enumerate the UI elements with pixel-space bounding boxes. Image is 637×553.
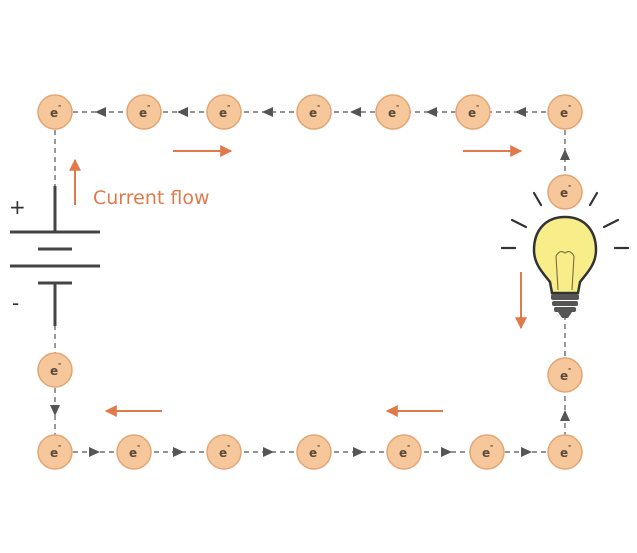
electron-icon: e- [375, 94, 411, 130]
svg-text:-: - [227, 441, 230, 450]
arrow-icon [50, 405, 60, 416]
electron-icon: e- [296, 94, 332, 130]
arrow-icon [350, 107, 361, 117]
arrow-icon [89, 447, 100, 457]
svg-text:e: e [50, 106, 58, 120]
svg-text:e: e [129, 446, 137, 460]
electron-icon: e- [37, 94, 73, 130]
svg-text:e: e [219, 446, 227, 460]
svg-text:e: e [139, 106, 147, 120]
electron-icon: e- [296, 434, 332, 470]
arrow-icon [262, 107, 273, 117]
battery-icon [10, 186, 100, 326]
electron-icon: e- [206, 434, 242, 470]
svg-text:e: e [50, 446, 58, 460]
svg-text:-: - [58, 359, 61, 368]
svg-text:-: - [568, 441, 571, 450]
svg-text:e: e [482, 446, 490, 460]
svg-text:e: e [468, 106, 476, 120]
svg-text:-: - [317, 101, 320, 110]
svg-text:e: e [50, 364, 58, 378]
arrow-icon [521, 447, 532, 457]
arrow-icon [95, 107, 106, 117]
svg-text:-: - [568, 364, 571, 373]
light-bulb-icon [500, 191, 630, 318]
arrow-icon [177, 107, 188, 117]
electron-icon: e- [37, 352, 73, 388]
electron-flow-arrows [50, 107, 570, 457]
svg-text:e: e [560, 369, 568, 383]
arrow-icon [173, 447, 184, 457]
bulb-glow-rays [500, 191, 630, 250]
electron-icon: e- [547, 434, 583, 470]
arrow-icon [353, 447, 364, 457]
electron-icon: e- [126, 94, 162, 130]
battery-minus-label: - [12, 291, 19, 315]
svg-text:-: - [396, 101, 399, 110]
current-flow-label: Current flow [93, 187, 210, 209]
svg-text:-: - [147, 101, 150, 110]
electron-icon: e- [386, 434, 422, 470]
bulb-base [551, 294, 579, 318]
circuit-wire [54, 111, 566, 453]
svg-text:-: - [58, 441, 61, 450]
electron-icon: e- [206, 94, 242, 130]
current-direction-arrows [69, 145, 527, 417]
svg-text:-: - [137, 441, 140, 450]
svg-text:e: e [309, 446, 317, 460]
svg-text:-: - [568, 181, 571, 190]
svg-text:-: - [490, 441, 493, 450]
electron-icon: e- [547, 174, 583, 210]
svg-text:e: e [219, 106, 227, 120]
svg-text:e: e [560, 106, 568, 120]
bulb-glass [532, 215, 598, 295]
svg-text:e: e [309, 106, 317, 120]
battery-plus-label: + [9, 195, 26, 219]
svg-text:e: e [399, 446, 407, 460]
electron-icon: e- [547, 94, 583, 130]
svg-text:-: - [317, 441, 320, 450]
arrow-icon [426, 107, 437, 117]
electron-icon: e- [469, 434, 505, 470]
svg-text:e: e [388, 106, 396, 120]
svg-text:-: - [407, 441, 410, 450]
svg-text:-: - [227, 101, 230, 110]
bulb-filament [555, 251, 575, 291]
svg-text:-: - [58, 101, 61, 110]
arrow-icon [515, 107, 526, 117]
svg-text:-: - [568, 101, 571, 110]
arrow-icon [441, 447, 452, 457]
electrons: e-e-e-e-e-e-e-e-e-e-e-e-e-e-e-e-e- [37, 94, 583, 470]
electron-icon: e- [116, 434, 152, 470]
svg-text:e: e [560, 446, 568, 460]
electron-icon: e- [37, 434, 73, 470]
arrow-icon [560, 149, 570, 160]
electron-icon: e- [455, 94, 491, 130]
svg-text:-: - [476, 101, 479, 110]
electron-icon: e- [547, 357, 583, 393]
svg-text:e: e [560, 186, 568, 200]
arrow-icon [560, 410, 570, 421]
arrow-icon [263, 447, 274, 457]
